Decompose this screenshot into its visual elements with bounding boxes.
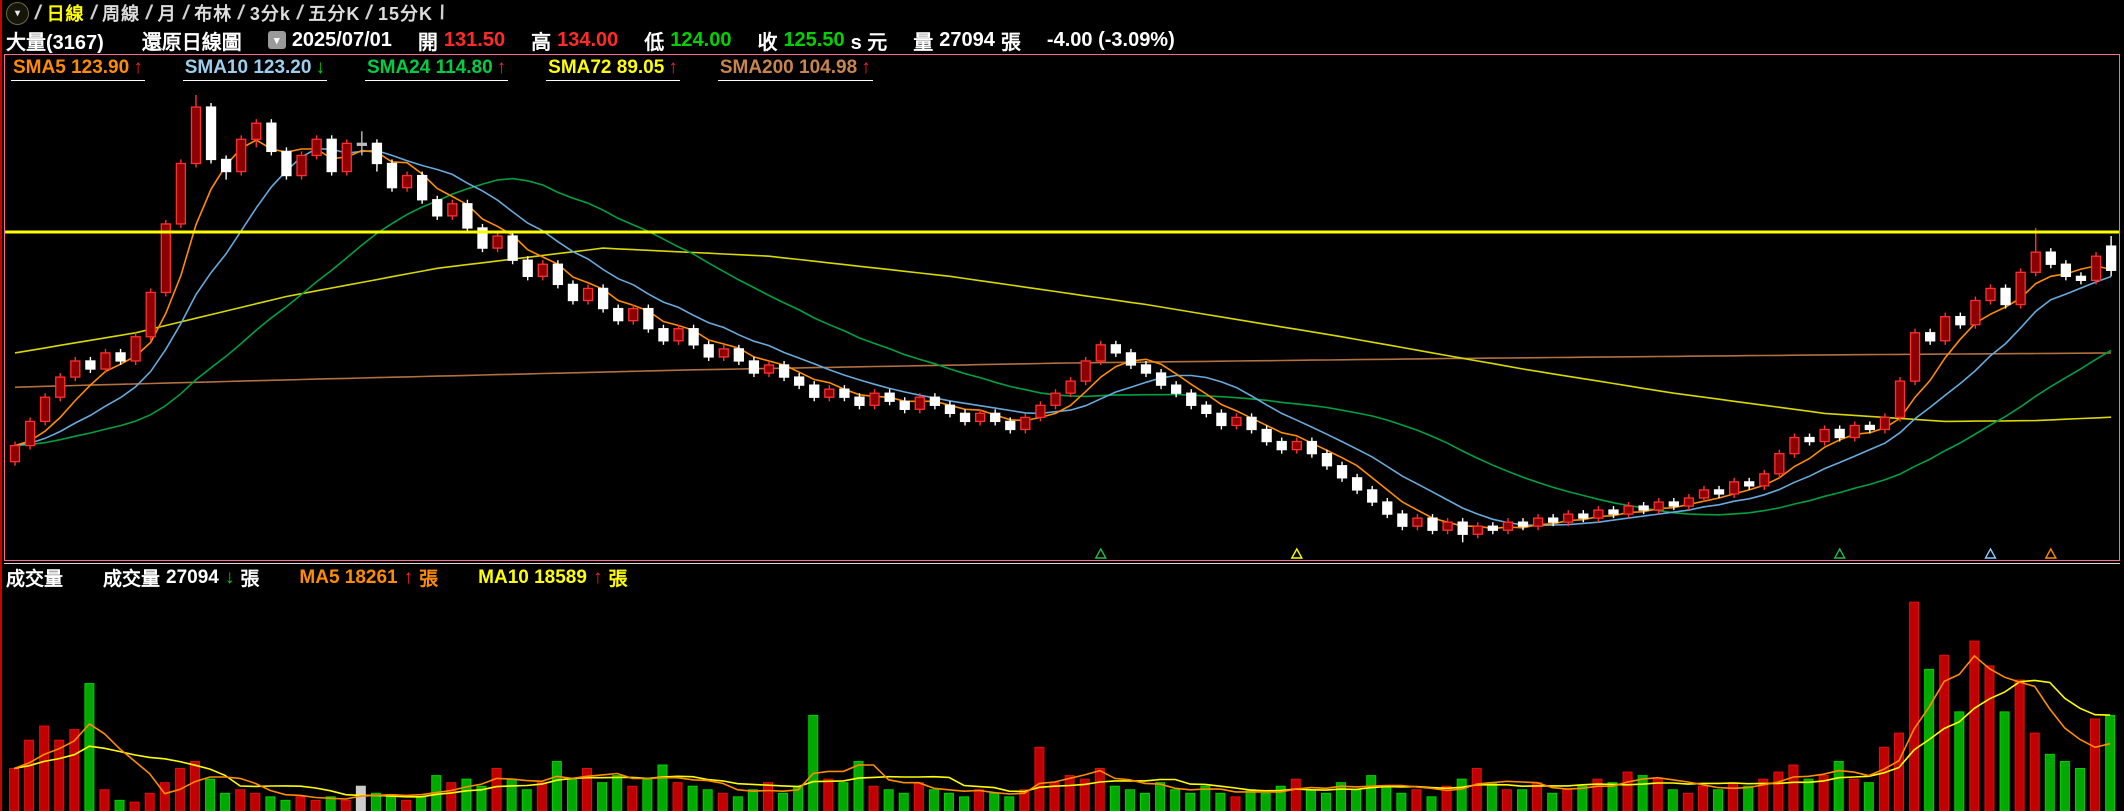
high-label: 高 [531,31,552,54]
tab-3[interactable]: 月 [157,4,177,24]
symbol-name: 大量(3167) [6,31,104,54]
volume-label: 量 [913,31,934,54]
volume-legend-row: 成交量 成交量 27094 ↓ 張 MA5 18261 ↑ 張 MA10 185… [0,565,2124,590]
open-value: 131.50 [443,28,506,51]
sma24-line [14,177,2112,516]
left-edge-line [0,0,2,811]
high-value: 134.00 [557,28,619,51]
date-value: 2025/07/01 [291,28,392,51]
open-label: 開 [417,31,438,54]
vol-ma10-up-arrow-icon: ↑ [592,566,603,588]
signal-triangle-icon [1290,547,1303,559]
tab-5[interactable]: 3分k [249,4,291,24]
close-label: 收 [757,31,778,54]
signal-triangle-icon [1094,547,1107,559]
price-chart-panel: SMA5 123.90 ↑ SMA10 123.20 ↓ SMA24 114.80 ↑ SM… [4,54,2120,561]
tab-1[interactable]: 日線 [46,4,85,24]
price-chart[interactable] [5,55,2119,560]
tab-strip: / 日線 / 周線 / 月 / 布林/3分k / 五分K/15分K \ [31,0,449,26]
volume-chart[interactable] [0,590,2124,811]
volume-chart-panel [0,590,2124,811]
vol-ma5-up-arrow-icon: ↑ [403,566,414,588]
signal-triangle-icon [1984,547,1997,559]
sma200-line [14,352,2112,388]
tab-2[interactable]: 周線 [102,4,141,24]
signal-triangle-icon [1833,547,1846,559]
signal-triangle-icon [2044,547,2057,559]
vol-ma10-label: MA10 18589 [478,566,587,588]
volume-pane-label: 成交量 [103,569,161,590]
close-value: 125.50 [783,28,845,51]
vol-ma10-unit: 張 [608,569,628,590]
info-bar: 大量(3167) 還原日線圖 ▾ 2025/07/01 開 131.50 高 1… [0,26,2124,54]
volume-pane-value: 27094 [166,566,219,588]
date-dropdown-icon[interactable]: ▾ [267,31,286,49]
vol-ma5-unit: 張 [419,569,439,590]
candles-group [9,94,2117,543]
chart-menu-icon[interactable]: ▾ [6,1,29,25]
low-label: 低 [644,31,665,54]
sma10-line [14,147,2112,527]
tab-separator: \ [436,1,448,24]
pane-separator [4,563,2120,564]
volume-unit: 張 [1000,31,1021,54]
vol-ma5-label: MA5 18261 [299,566,398,588]
tab-bar: ▾ / 日線 / 周線 / 月 / 布林/3分k / 五分K/15分K \ [0,0,2124,26]
tab-7[interactable]: 15分K [377,4,433,24]
price-unit: s 元 [850,31,888,54]
sma72-line [14,247,2112,423]
volume-ma5-line [13,654,2111,800]
volume-pane-title: 成交量 [6,569,64,590]
chart-mode-label: 還原日線圖 [141,31,242,54]
low-value: 124.00 [670,28,732,51]
sma5-line [14,139,2112,530]
tab-4[interactable]: 布林 [194,4,233,24]
volume-down-arrow-icon: ↓ [224,566,235,588]
volume-value: 27094 [939,28,995,51]
change-value: -4.00 (-3.09%) [1046,28,1175,51]
tab-6[interactable]: 五分K [308,4,361,24]
volume-pane-unit: 張 [240,569,260,590]
